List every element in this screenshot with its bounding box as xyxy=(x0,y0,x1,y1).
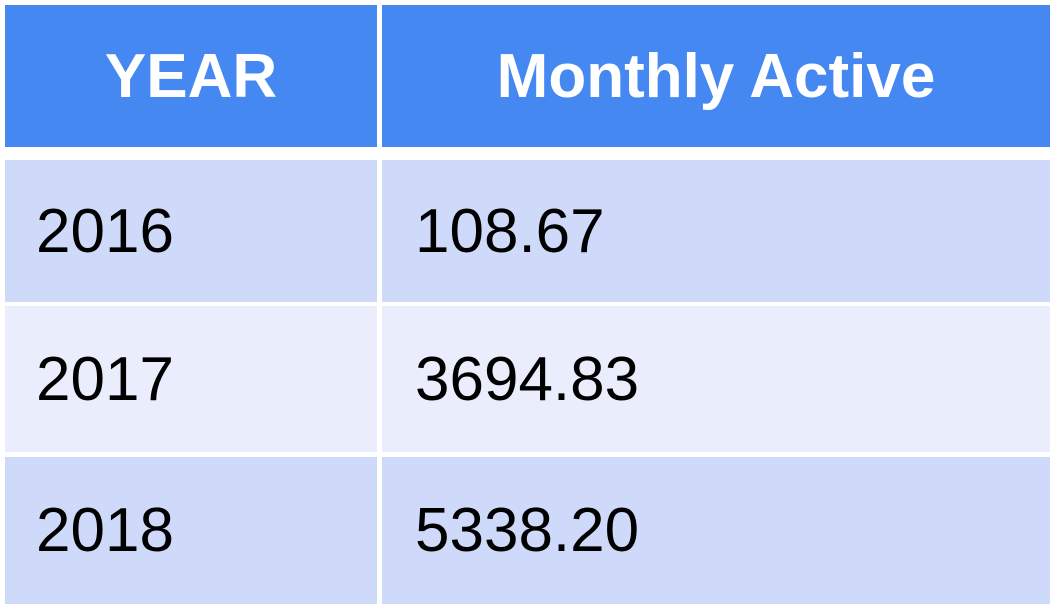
header-cell-monthly-active: Monthly Active xyxy=(382,5,1050,147)
table-cell-year: 2017 xyxy=(5,306,377,452)
table-cell-year: 2016 xyxy=(5,160,377,302)
table-cell-monthly-active: 108.67 xyxy=(382,160,1050,302)
table-cell-monthly-active: 3694.83 xyxy=(382,306,1050,452)
table-cell-monthly-active: 5338.20 xyxy=(382,457,1050,604)
header-cell-year: YEAR xyxy=(5,5,377,147)
table-cell-year: 2018 xyxy=(5,457,377,604)
